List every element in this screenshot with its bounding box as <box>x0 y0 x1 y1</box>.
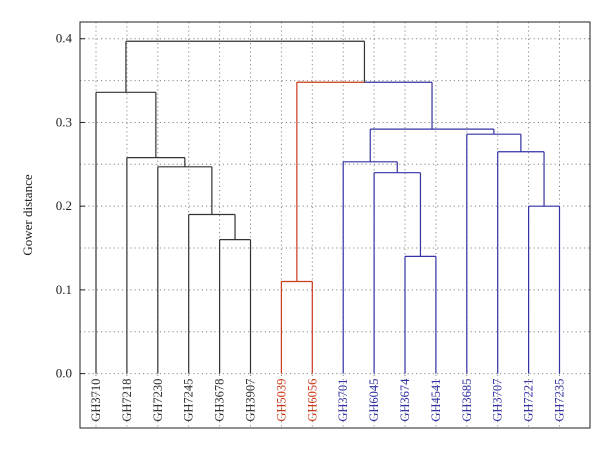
y-tick-label: 0.1 <box>56 282 72 297</box>
y-axis: 0.0 0.1 0.2 0.3 0.4 <box>56 31 85 381</box>
leaf-label: GH7235 <box>553 379 567 422</box>
plot-frame <box>79 21 591 429</box>
dendrogram-links <box>95 40 561 374</box>
y-tick-label: 0.3 <box>56 114 72 129</box>
leaf-labels: GH3710 GH7218 GH7230 GH7245 GH3678 GH3907 GH50… <box>89 378 567 422</box>
y-tick-label: 0.0 <box>56 366 72 381</box>
leaf-label: GH3701 <box>336 379 350 422</box>
leaf-label: GH3674 <box>398 378 412 422</box>
leaf-label: GH7221 <box>522 379 536 422</box>
leaf-label: GH3685 <box>460 379 474 422</box>
leaf-label: GH3678 <box>213 379 227 422</box>
y-tick-label: 0.2 <box>56 198 72 213</box>
leaf-label: GH6056 <box>305 379 319 422</box>
leaf-label: GH3907 <box>244 379 258 422</box>
leaf-label: GH5039 <box>274 379 288 422</box>
leaf-label: GH4541 <box>429 379 443 422</box>
leaf-label: GH3707 <box>491 379 505 422</box>
leaf-label: GH7230 <box>151 379 165 422</box>
y-tick-label: 0.4 <box>56 31 73 46</box>
leaf-label: GH6045 <box>367 379 381 422</box>
y-axis-title: Gower distance <box>20 174 35 255</box>
leaf-label: GH3710 <box>89 379 103 422</box>
leaf-label: GH7245 <box>182 379 196 422</box>
grid-layer <box>80 22 590 428</box>
leaf-label: GH7218 <box>120 379 134 422</box>
